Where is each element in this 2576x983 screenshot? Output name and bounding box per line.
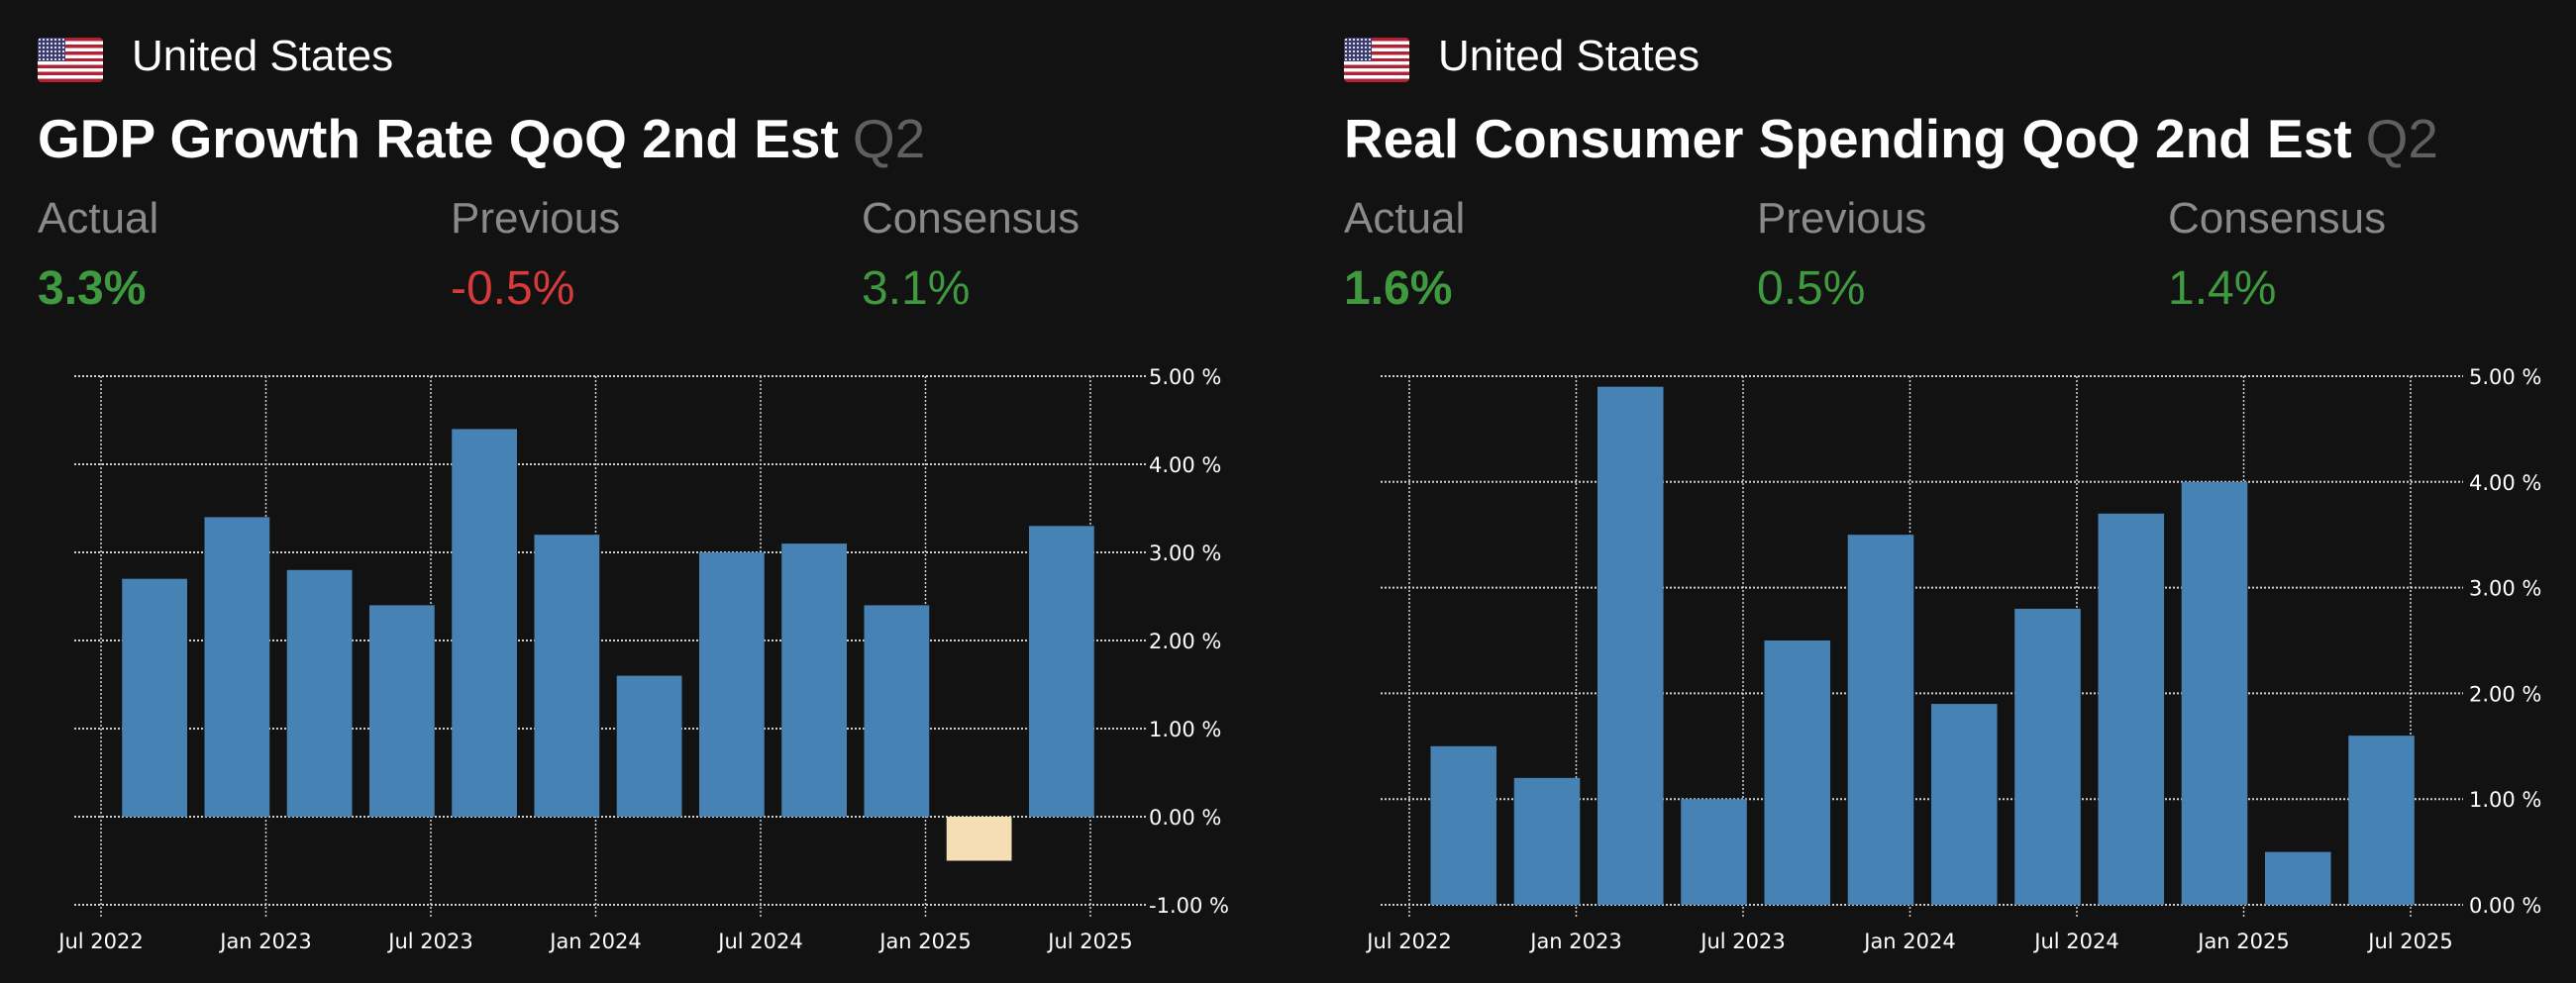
y-tick-label: 2.00 % (1149, 630, 1221, 653)
x-tick-label: Jul 2025 (2366, 930, 2452, 953)
indicator-title: GDP Growth Rate QoQ 2nd Est Q2 (38, 107, 925, 170)
consumer-spending-panel: United States Real Consumer Spending QoQ… (1306, 0, 2576, 983)
x-tick-label: Jan 2025 (2196, 930, 2290, 953)
bar-q4-2024 (864, 605, 930, 817)
x-tick-label: Jul 2023 (1699, 930, 1785, 953)
period-label: Q2 (852, 108, 926, 169)
bar-q3-2022 (122, 578, 187, 817)
y-tick-label: 5.00 % (1149, 365, 1221, 389)
bar-q4-2023 (534, 535, 600, 817)
x-tick-label: Jan 2023 (218, 930, 312, 953)
actual-label: Actual (38, 194, 159, 243)
bar-q2-2023 (1681, 799, 1747, 905)
actual-label: Actual (1344, 194, 1466, 243)
consensus-value: 1.4% (2168, 262, 2277, 315)
bar-q4-2023 (1847, 535, 1914, 905)
gdp-panel: United States GDP Growth Rate QoQ 2nd Es… (38, 32, 1080, 316)
indicator-title: Real Consumer Spending QoQ 2nd Est Q2 (1344, 107, 2438, 170)
bar-q1-2025 (2264, 851, 2331, 905)
x-tick-label: Jul 2022 (1365, 930, 1451, 953)
actual-value: 1.6% (1344, 262, 1453, 315)
bar-q3-2024 (2098, 513, 2165, 905)
bar-q2-2023 (368, 605, 435, 817)
us-flag-icon (38, 38, 103, 82)
bar-q4-2022 (1513, 777, 1581, 905)
bar-q1-2023 (286, 569, 353, 817)
y-tick-label: 2.00 % (2469, 682, 2541, 706)
country-label: United States (1438, 32, 1700, 80)
previous-stat: Previous -0.5% (451, 194, 620, 316)
x-tick-label: Jan 2025 (877, 930, 972, 953)
y-tick-label: 4.00 % (1149, 453, 1221, 477)
previous-label: Previous (1757, 194, 1927, 243)
bar-q2-2025 (1028, 526, 1094, 817)
previous-value: 0.5% (1757, 262, 1866, 315)
actual-stat: Actual 3.3% (38, 194, 158, 316)
y-tick-label: -1.00 % (1149, 894, 1229, 918)
x-tick-label: Jul 2022 (56, 930, 143, 953)
consensus-stat: Consensus 3.1% (862, 194, 1080, 316)
y-tick-label: 3.00 % (1149, 541, 1221, 565)
bar-q4-2022 (204, 517, 270, 817)
bar-q2-2025 (2348, 736, 2415, 905)
x-tick-label: Jul 2023 (386, 930, 472, 953)
y-tick-label: 0.00 % (1149, 806, 1221, 830)
previous-stat: Previous 0.5% (1757, 194, 1926, 316)
bar-q3-2022 (1430, 745, 1497, 905)
bar-q1-2023 (1597, 386, 1664, 905)
bar-q4-2024 (2181, 481, 2248, 905)
country-label: United States (132, 32, 394, 80)
bar-q3-2023 (1764, 640, 1831, 905)
bar-q1-2024 (616, 675, 682, 817)
bar-q3-2024 (781, 543, 847, 817)
y-tick-label: 3.00 % (2469, 577, 2541, 601)
y-tick-label: 1.00 % (2469, 788, 2541, 812)
y-tick-label: 5.00 % (2469, 365, 2541, 389)
x-tick-label: Jan 2024 (548, 930, 642, 953)
bar-q1-2024 (1930, 704, 1998, 905)
previous-label: Previous (451, 194, 621, 243)
period-label: Q2 (2365, 108, 2439, 169)
consensus-value: 3.1% (862, 262, 971, 315)
y-tick-label: 4.00 % (2469, 471, 2541, 495)
previous-value: -0.5% (451, 262, 575, 315)
consensus-label: Consensus (862, 194, 1081, 243)
consensus-stat: Consensus 1.4% (2168, 194, 2386, 316)
x-tick-label: Jan 2024 (1862, 930, 1956, 953)
x-tick-label: Jan 2023 (1528, 930, 1622, 953)
y-tick-label: 0.00 % (2469, 894, 2541, 918)
x-tick-label: Jul 2025 (1046, 930, 1132, 953)
actual-stat: Actual 1.6% (1344, 194, 1465, 316)
title-text: Real Consumer Spending QoQ 2nd Est (1344, 108, 2352, 169)
y-tick-label: 1.00 % (1149, 718, 1221, 741)
x-tick-label: Jul 2024 (716, 930, 802, 953)
x-tick-label: Jul 2024 (2032, 930, 2118, 953)
us-flag-icon (1344, 38, 1409, 82)
title-text: GDP Growth Rate QoQ 2nd Est (38, 108, 839, 169)
bar-q2-2024 (698, 552, 765, 817)
bar-q2-2024 (2014, 608, 2081, 905)
actual-value: 3.3% (38, 262, 147, 315)
bar-q1-2025 (946, 817, 1012, 861)
consensus-label: Consensus (2168, 194, 2387, 243)
bar-q3-2023 (452, 429, 517, 817)
